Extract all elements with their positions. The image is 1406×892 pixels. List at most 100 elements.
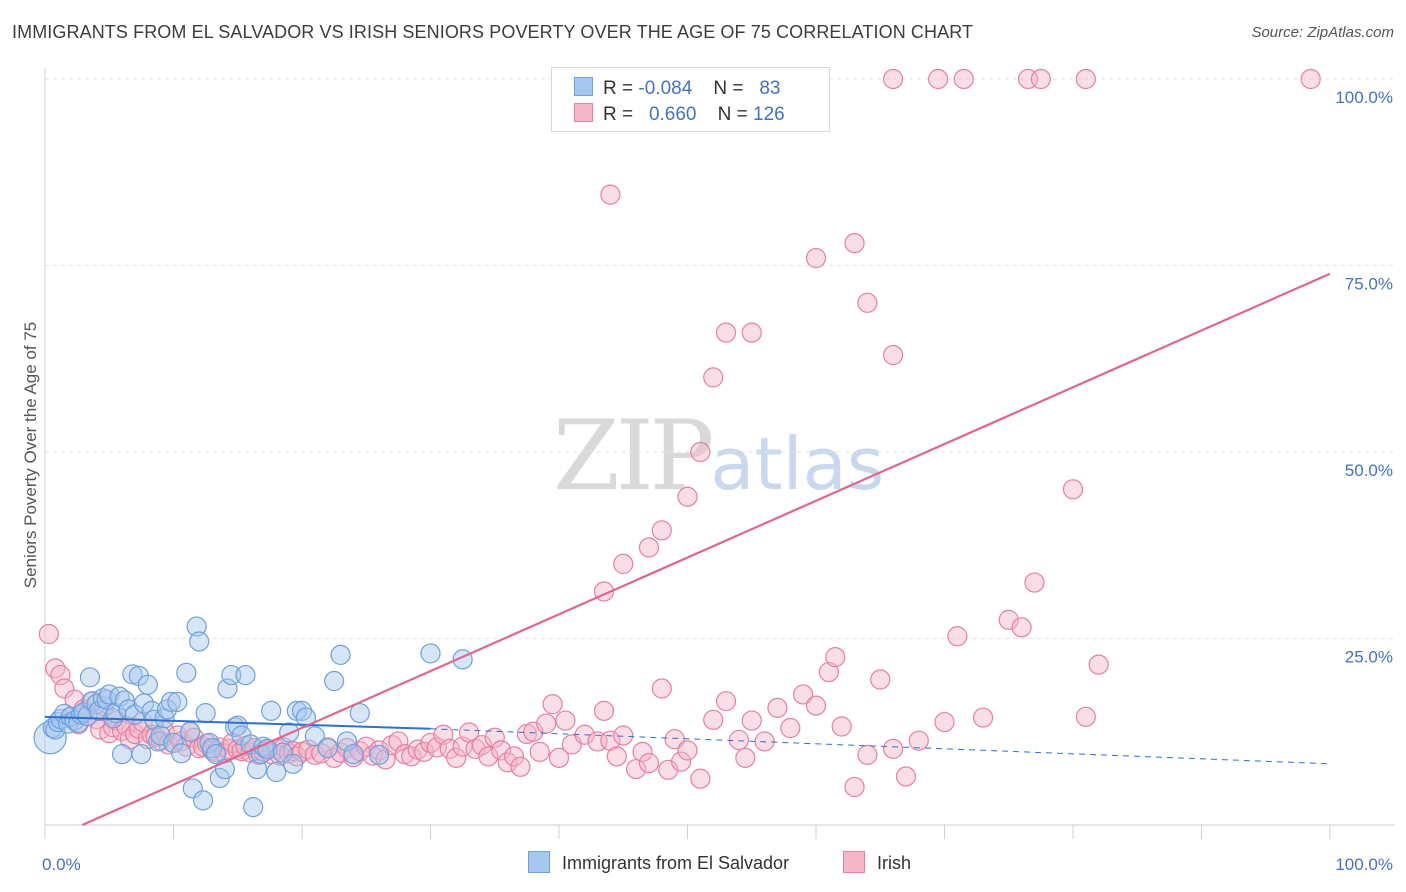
irish-point <box>895 766 917 787</box>
irish-point <box>735 747 756 768</box>
bottom-legend-el-salvador: Immigrants from El Salvador <box>528 851 789 874</box>
el-salvador-point <box>336 731 358 752</box>
legend-n-value: 126 <box>753 104 785 125</box>
irish-point <box>600 184 621 205</box>
legend-r-label: R = <box>603 104 634 125</box>
el-salvador-point <box>199 732 220 754</box>
irish-point <box>715 691 737 712</box>
irish-point <box>446 747 467 768</box>
el-salvador-point <box>201 738 223 759</box>
el-salvador-point <box>246 758 268 780</box>
y-tick-label: 25.0% <box>1345 648 1393 667</box>
el-salvador-point <box>291 700 313 721</box>
irish-point <box>632 741 653 762</box>
legend-n-label: N = <box>717 104 748 125</box>
irish-point <box>870 669 891 690</box>
el-salvador-point <box>304 726 325 747</box>
irish-point <box>388 731 409 752</box>
correlation-legend: R = -0.084 N = 83 R = 0.660 N = 126 <box>551 67 830 132</box>
zipatlas-watermark: ZIPatlas <box>553 400 884 512</box>
el-salvador-point <box>171 743 192 764</box>
el-salvador-point <box>205 744 227 765</box>
el-salvador-point <box>261 700 282 721</box>
irish-point <box>844 233 865 254</box>
irish-point <box>934 711 955 733</box>
el-salvador-point <box>131 744 152 765</box>
el-salvador-point <box>330 644 351 666</box>
trend-lines <box>44 272 1331 827</box>
irish-point <box>998 609 1019 630</box>
irish-point <box>471 735 492 756</box>
irish-point <box>677 740 698 761</box>
irish-point <box>882 344 904 366</box>
irish-point <box>690 441 711 463</box>
el-salvador-point <box>282 753 304 774</box>
irish-point <box>99 723 120 744</box>
el-salvador-points <box>33 616 473 818</box>
el-salvador-point <box>186 616 207 637</box>
chart-title: IMMIGRANTS FROM EL SALVADOR VS IRISH SEN… <box>12 22 974 42</box>
irish-point <box>805 247 827 269</box>
bottom-legend-swatch-blue <box>528 851 550 873</box>
irish-point <box>767 697 788 718</box>
bottom-legend-label: Irish <box>877 853 912 873</box>
irish-point <box>927 68 949 90</box>
legend-swatch-blue <box>574 77 593 96</box>
el-salvador-point <box>272 742 293 763</box>
axes <box>44 68 1395 839</box>
irish-point <box>741 710 762 731</box>
legend-r-value: -0.084 <box>638 78 693 99</box>
irish-point <box>831 716 852 737</box>
watermark-atlas: atlas <box>710 422 885 506</box>
el-salvador-trend-extension <box>430 728 1331 765</box>
x-tick-label: 100.0% <box>1335 855 1393 874</box>
legend-n-label: N = <box>713 78 744 99</box>
el-salvador-point <box>369 744 390 765</box>
irish-point <box>658 759 679 780</box>
irish-point <box>606 746 627 767</box>
irish-point <box>54 678 75 699</box>
irish-point <box>497 752 518 773</box>
x-tick-label: 0.0% <box>42 855 81 874</box>
el-salvador-point <box>176 662 197 683</box>
irish-point <box>484 727 505 748</box>
irish-point <box>613 725 634 746</box>
irish-point <box>1075 706 1096 727</box>
axis-labels: 25.0% 50.0% 75.0% 100.0% 0.0% 100.0% Seniors P… <box>21 88 1393 874</box>
irish-point <box>703 709 724 730</box>
source-credit: Source: ZipAtlas.com <box>1251 24 1394 41</box>
irish-point <box>529 741 550 762</box>
el-salvador-point <box>221 664 242 686</box>
irish-point <box>1075 68 1096 90</box>
irish-point <box>1062 479 1084 500</box>
el-salvador-trend-line <box>44 715 431 730</box>
irish-point <box>510 756 531 777</box>
irish-point <box>651 520 672 541</box>
irish-point <box>1024 572 1045 593</box>
irish-point <box>857 292 878 313</box>
irish-trend-line <box>81 272 1331 827</box>
irish-point <box>703 367 724 388</box>
bottom-legend-label: Immigrants from El Salvador <box>562 853 790 873</box>
irish-point <box>1088 654 1109 675</box>
irish-point <box>50 664 71 686</box>
irish-point <box>536 713 557 734</box>
el-salvador-point <box>217 678 238 699</box>
y-tick-label: 50.0% <box>1345 461 1393 480</box>
el-salvador-point <box>111 744 133 765</box>
irish-point <box>1300 68 1321 90</box>
irish-point <box>805 695 827 716</box>
legend-r-value: 0.660 <box>648 104 697 125</box>
irish-point <box>908 730 929 751</box>
irish-point <box>426 737 448 758</box>
el-salvador-point <box>122 664 143 685</box>
el-salvador-point <box>189 631 210 652</box>
el-salvador-point <box>195 702 216 724</box>
el-salvador-point <box>45 719 66 740</box>
el-salvador-point <box>324 670 345 692</box>
irish-point <box>780 717 801 739</box>
y-tick-label: 75.0% <box>1345 275 1393 294</box>
irish-point <box>953 68 974 90</box>
irish-point <box>793 684 814 705</box>
irish-point <box>555 710 576 731</box>
